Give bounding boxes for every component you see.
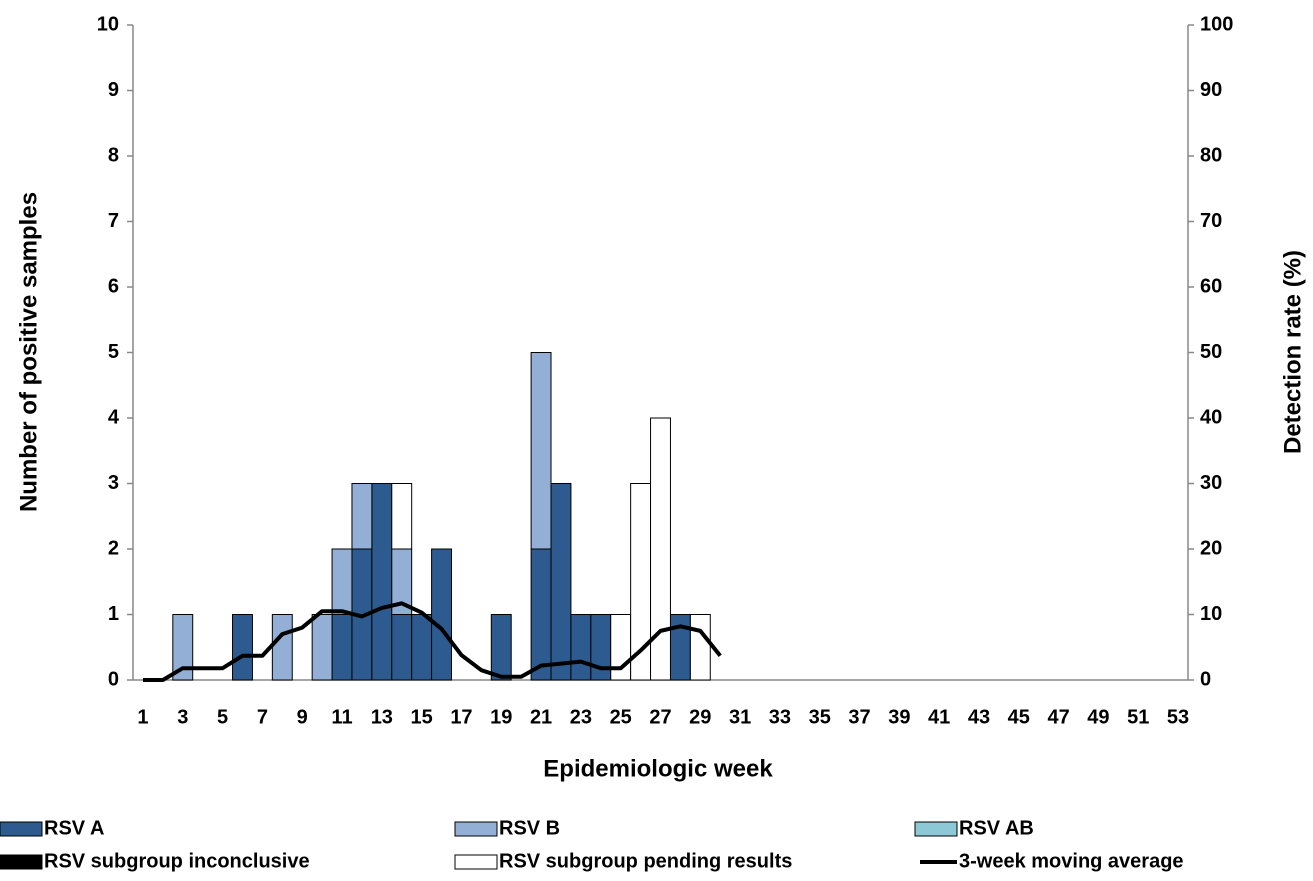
bar-segment [371,483,393,681]
x-tick-label: 19 [490,706,512,728]
y2-tick-label: 0 [1200,668,1211,690]
x-tick-label: 53 [1167,706,1189,728]
x-tick-label: 1 [137,706,148,728]
bar-segment [689,614,711,681]
x-tick-label: 27 [649,706,671,728]
legend-marker [914,821,958,837]
x-tick-label: 17 [450,706,472,728]
y2-tick-label: 50 [1200,341,1222,363]
bar-segment [530,352,552,550]
x-tick-label: 9 [297,706,308,728]
bar-segment [331,548,353,615]
legend-label: RSV A [44,817,104,839]
legend-marker [0,821,43,837]
x-tick-label: 5 [217,706,228,728]
y2-axis-title: Detection rate (%) [1279,250,1306,454]
x-tick-label: 37 [848,706,870,728]
y-tick-label: 9 [108,79,119,101]
legend-label: RSV subgroup pending results [499,850,792,872]
y-tick-label: 2 [108,537,119,559]
bar-segment [391,483,413,550]
x-tick-label: 7 [257,706,268,728]
y2-tick-label: 10 [1200,603,1222,625]
x-tick-label: 41 [928,706,950,728]
bar-segment [172,614,194,681]
x-tick-label: 15 [411,706,433,728]
bar-segment [431,548,452,681]
x-tick-label: 13 [371,706,393,728]
x-axis-title: Epidemiologic week [543,755,773,782]
x-tick-label: 51 [1127,706,1149,728]
y2-tick-label: 20 [1200,537,1222,559]
y2-tick-label: 80 [1200,144,1222,166]
y-axis-title: Number of positive samples [15,192,42,512]
legend-label: RSV B [499,817,560,839]
y2-tick-label: 60 [1200,275,1222,297]
bar-segment [311,614,333,681]
bar-segment [550,483,572,681]
legend-marker [454,821,498,837]
legend-marker [454,854,498,870]
y-tick-label: 8 [108,144,119,166]
y-tick-label: 0 [108,668,119,690]
x-tick-label: 31 [729,706,751,728]
legend-label: RSV subgroup inconclusive [44,850,310,872]
x-tick-label: 3 [177,706,188,728]
bar-segment [391,614,413,681]
x-tick-label: 49 [1087,706,1109,728]
bar-segment [411,614,433,681]
bar-segment [490,614,512,681]
legend-label: 3-week moving average [959,850,1184,872]
bar-segment [331,614,353,681]
line [142,601,722,682]
bar-segment [530,548,552,681]
y-tick-label: 5 [108,341,119,363]
y-tick-label: 1 [108,603,119,625]
y-tick-label: 6 [108,275,119,297]
y-tick-label: 3 [108,472,119,494]
bar-segment [351,483,373,550]
x-tick-label: 47 [1047,706,1069,728]
x-tick-label: 35 [809,706,831,728]
x-tick-label: 45 [1008,706,1030,728]
y2-tick-label: 90 [1200,79,1222,101]
x-tick-label: 11 [331,706,352,728]
x-tick-label: 23 [570,706,592,728]
x-tick-label: 33 [769,706,791,728]
x-tick-label: 39 [888,706,910,728]
legend-marker [0,854,43,870]
bar-segment [570,614,592,681]
y2-tick-label: 40 [1200,406,1222,428]
x-tick-label: 43 [968,706,990,728]
bar-segment [232,614,253,681]
x-tick-label: 21 [530,706,552,728]
bar-segment [271,614,293,681]
y2-tick-label: 30 [1200,472,1222,494]
legend-label: RSV AB [959,817,1034,839]
x-tick-label: 25 [610,706,632,728]
y-tick-label: 10 [97,13,119,35]
x-tick-label: 29 [689,706,711,728]
bar-segment [650,417,671,681]
y-tick-label: 4 [108,406,120,428]
y2-tick-label: 70 [1200,210,1222,232]
y-tick-label: 7 [108,210,119,232]
y2-tick-label: 100 [1200,13,1233,35]
